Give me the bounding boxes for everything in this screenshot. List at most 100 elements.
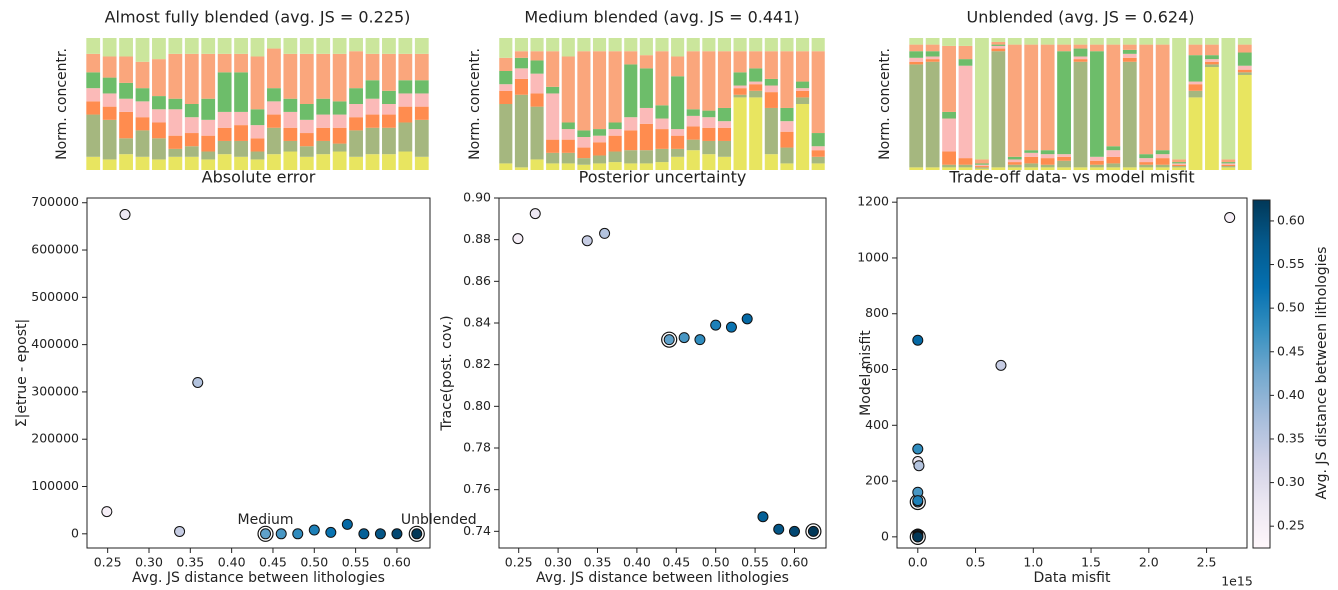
bar-segment	[152, 109, 166, 123]
bar-segment	[250, 138, 265, 152]
bar-segment	[299, 104, 314, 120]
bar-segment	[152, 159, 166, 170]
bar-segment	[975, 164, 989, 167]
bar-segment	[1221, 159, 1236, 163]
bar-segment	[119, 111, 133, 139]
point	[174, 525, 186, 537]
bar-segment	[1057, 167, 1071, 170]
bar-segment	[1139, 44, 1154, 155]
bar-segment	[1024, 152, 1039, 157]
y-tick-label: 0.88	[463, 231, 491, 246]
bar-segment	[811, 156, 825, 164]
bar-segment	[398, 122, 413, 152]
highlight-ring	[661, 331, 678, 348]
bar-segment	[234, 140, 248, 157]
bar-segment	[1073, 38, 1088, 45]
bar-segment	[1188, 84, 1203, 91]
bar-segment	[764, 154, 778, 170]
bar-segment	[686, 150, 700, 170]
bar-segment	[592, 163, 607, 170]
bar-segment	[909, 167, 924, 170]
bar-segment	[1188, 55, 1203, 82]
bar-segment	[717, 156, 732, 170]
bar-segment	[546, 152, 560, 164]
bar-segment	[135, 156, 150, 170]
bar-segment	[1106, 38, 1121, 45]
y-axis-label: Trace(post. cov.)	[439, 315, 455, 431]
y-tick-label: 800	[865, 305, 889, 320]
point	[292, 528, 304, 540]
bar-segment	[1237, 65, 1252, 70]
bar-segment	[624, 64, 638, 118]
bar-segment	[577, 147, 591, 159]
bar-segment	[152, 59, 166, 97]
bar-segment	[546, 38, 560, 52]
bar-segment	[1172, 164, 1186, 167]
y-axis-label: Norm. concentr.	[877, 48, 893, 160]
bar-segment	[1090, 160, 1104, 165]
bar-segment	[796, 88, 810, 91]
bar-segment	[702, 51, 716, 111]
bar-segment	[764, 51, 778, 79]
bar-segment	[624, 150, 638, 164]
bar-segment	[283, 38, 298, 54]
y-tick-label: 1000	[857, 249, 889, 264]
bar-segment	[102, 106, 117, 120]
colorbar-tick-label: 0.45	[1277, 343, 1305, 358]
bar-segment	[733, 88, 747, 95]
bar-segment	[499, 84, 513, 91]
bar-segment	[958, 167, 973, 170]
bar-segment	[349, 38, 363, 52]
bar-segment	[958, 38, 973, 46]
bar-segment	[514, 167, 528, 170]
bar-segment	[686, 115, 700, 127]
point	[192, 376, 204, 388]
bar-segment	[592, 155, 607, 164]
point	[512, 233, 524, 245]
bar-segment	[382, 127, 396, 155]
y-tick-label: 400	[865, 417, 889, 432]
bar-segment	[530, 60, 544, 74]
bar-segment	[671, 56, 685, 77]
x-tick-label: 1.0	[1023, 555, 1043, 570]
bar-segment	[152, 138, 166, 160]
bar-segment	[299, 133, 314, 147]
bar-segment	[639, 163, 653, 170]
bar-segment	[546, 93, 560, 140]
bar-segment	[1106, 146, 1121, 151]
bar-segment	[1040, 154, 1055, 159]
bar-segment	[909, 51, 924, 58]
bar-segment	[365, 53, 380, 81]
point	[912, 443, 924, 455]
bar-segment	[975, 38, 989, 160]
x-axis-label: Avg. JS distance between lithologies	[132, 570, 385, 586]
y-tick-label: 0.74	[463, 523, 491, 538]
bar-segment	[398, 93, 413, 107]
bar-segment	[1073, 61, 1088, 168]
bar-segment	[201, 159, 216, 170]
bar-segment	[1188, 38, 1203, 45]
bar-segment	[1237, 44, 1252, 53]
bar-segment	[316, 140, 331, 155]
point	[1224, 212, 1236, 224]
bar-segment	[217, 140, 232, 155]
bar-segment	[1155, 167, 1170, 170]
bar-segment	[530, 38, 544, 52]
bar-segment	[686, 126, 700, 140]
point	[678, 332, 690, 344]
bar-segment	[1073, 48, 1088, 57]
bar-segment	[514, 94, 528, 168]
bar-segment	[1106, 156, 1121, 164]
bar-segment	[577, 137, 591, 148]
y-tick-label: 600000	[31, 242, 79, 257]
bar-segment	[1057, 51, 1071, 155]
bar-segment	[184, 38, 199, 54]
bar-segment	[608, 129, 622, 136]
bar-segment	[1024, 44, 1039, 151]
bar-segment	[796, 104, 810, 170]
bar-segment	[382, 53, 396, 91]
colorbar-tick-label: 0.60	[1277, 212, 1305, 227]
bar-segment	[152, 122, 166, 139]
bar-segment	[135, 117, 150, 131]
bar-segment	[119, 154, 133, 170]
